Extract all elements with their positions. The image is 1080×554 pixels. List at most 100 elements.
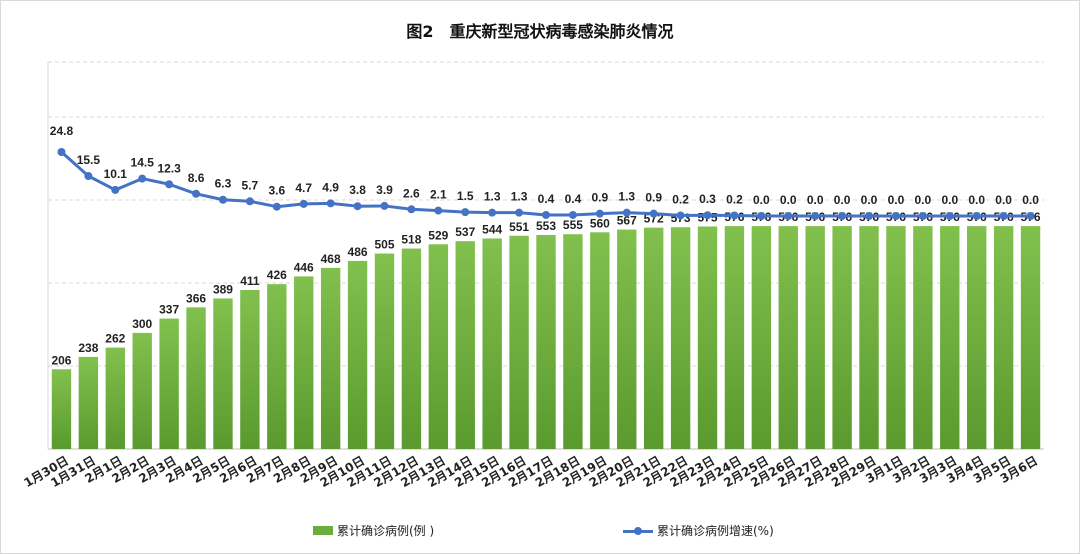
bar [805, 226, 825, 449]
line-point [407, 205, 416, 214]
line-series [57, 148, 1035, 220]
line-point [972, 212, 981, 220]
line-data-label: 2.6 [403, 186, 420, 200]
line-data-label: 0.9 [645, 191, 662, 205]
line-point [245, 197, 254, 206]
bar [590, 232, 610, 449]
line-point [57, 148, 66, 156]
line-point [218, 195, 227, 204]
line-data-label: 3.6 [268, 184, 285, 198]
line-data-label: 0.2 [672, 192, 689, 206]
line-data-label: 0.0 [968, 193, 985, 207]
bar [751, 226, 772, 449]
bar-data-label: 553 [536, 219, 556, 233]
bar [267, 284, 287, 449]
chart-title: 图2 重庆新型冠状病毒感染肺炎情况 [406, 22, 674, 41]
bar [832, 226, 852, 449]
bar [428, 244, 449, 449]
bar-data-label: 206 [51, 353, 71, 367]
line-point [165, 180, 174, 189]
bar [563, 234, 583, 449]
line-point [434, 206, 443, 215]
bar [778, 226, 798, 449]
line-data-label: 5.7 [242, 178, 259, 192]
line-data-label: 0.3 [699, 192, 716, 206]
bar-data-label: 537 [455, 225, 475, 239]
line-data-label: 0.0 [753, 193, 770, 207]
bar [374, 253, 395, 449]
bar-data-label: 529 [428, 228, 448, 242]
bar [159, 318, 179, 449]
legend-line-swatch [623, 526, 653, 536]
line-point [84, 172, 93, 180]
bar [886, 226, 906, 449]
line-point [703, 211, 712, 220]
line-data-label: 12.3 [157, 161, 181, 175]
line-point [542, 210, 550, 219]
bar [186, 307, 206, 449]
line-data-label: 3.9 [376, 183, 393, 197]
bar-data-label: 544 [482, 222, 502, 236]
bar-data-label: 486 [348, 245, 368, 259]
legend-bar-entry: 累计确诊病例(例 ) [313, 522, 434, 539]
legend-bar-swatch [313, 526, 333, 535]
bar [294, 276, 314, 449]
legend-line-entry: 累计确诊病例增速(%) [623, 522, 774, 539]
line-data-label: 0.4 [538, 192, 555, 206]
line-point [811, 212, 820, 220]
bar-data-label: 389 [213, 282, 233, 296]
bar-data-label: 551 [509, 220, 529, 234]
line-point [730, 211, 739, 220]
legend-line-label: 累计确诊病例增速(%) [657, 524, 774, 538]
line-data-label: 1.3 [511, 190, 528, 204]
line-data-label: 15.5 [77, 153, 101, 167]
line-data-label: 0.0 [1022, 193, 1039, 207]
bar-data-label: 300 [132, 317, 152, 331]
line-point [891, 212, 900, 220]
line-data-label: 1.3 [618, 190, 635, 204]
bar [482, 238, 502, 449]
bar [617, 229, 637, 449]
bar [697, 226, 718, 449]
bar [240, 289, 260, 449]
bar [347, 260, 368, 449]
line-point [326, 199, 335, 208]
line-point [999, 212, 1008, 220]
line-point [676, 211, 685, 220]
line-point [918, 212, 927, 220]
bar [455, 241, 475, 449]
line-point [945, 212, 954, 220]
bar [51, 369, 72, 449]
line-point [622, 208, 631, 217]
bar-data-label: 560 [590, 216, 610, 230]
line-point [272, 202, 281, 211]
line-point [461, 208, 470, 217]
line-data-label: 3.8 [349, 183, 366, 197]
bar-data-label: 518 [401, 233, 421, 247]
bar [105, 347, 125, 449]
line-data-label: 1.5 [457, 189, 474, 203]
bar [509, 235, 529, 449]
line-point [138, 174, 147, 183]
line-point [353, 202, 362, 211]
line-point [595, 209, 604, 218]
line-data-labels: 24.8 15.510.114.5 12.3 8.6 6.3 5.7 3.6 4.7 4.9 3.… [50, 124, 1039, 207]
line-data-label: 0.0 [941, 193, 958, 207]
line-point [838, 212, 847, 220]
bar [78, 356, 99, 449]
line-data-label: 1.3 [484, 190, 501, 204]
line-data-label: 0.0 [834, 193, 851, 207]
line-data-label: 0.0 [861, 193, 878, 207]
bar-data-label: 337 [159, 303, 179, 317]
bar [670, 227, 691, 449]
line-data-label: 4.7 [295, 181, 312, 195]
line-data-label: 0.0 [995, 193, 1012, 207]
line-data-label: 0.0 [888, 193, 905, 207]
line-point [784, 212, 793, 220]
bar-data-label: 446 [294, 260, 314, 274]
bar-data-label: 567 [617, 214, 637, 228]
line-point [111, 185, 120, 194]
bar-data-label: 468 [321, 252, 341, 266]
line-data-label: 0.0 [807, 193, 824, 207]
